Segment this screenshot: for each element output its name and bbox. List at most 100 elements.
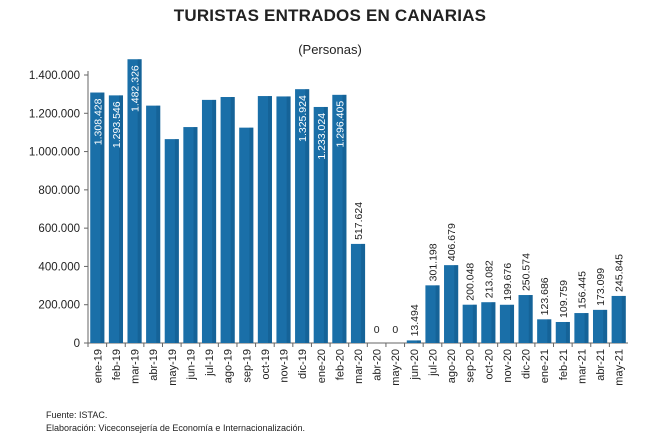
- y-tick-label: 1.400.000: [29, 70, 80, 82]
- bar-shade: [491, 302, 496, 343]
- bar-shade: [510, 304, 515, 343]
- x-tick-label: sep-20: [465, 349, 477, 383]
- bar-shade: [305, 89, 310, 343]
- x-tick-label: abr-21: [595, 349, 607, 381]
- data-label: 173.099: [595, 268, 607, 306]
- data-label: 123.686: [539, 277, 551, 315]
- x-tick-label: feb-20: [334, 349, 346, 380]
- bar: [295, 89, 310, 343]
- bar: [183, 127, 198, 343]
- bar-shade: [454, 265, 459, 343]
- data-label: 1.233.024: [316, 113, 328, 160]
- bar-shade: [249, 127, 254, 344]
- chart-title: TURISTAS ENTRADOS EN CANARIAS: [173, 6, 487, 25]
- x-tick-label: sep-19: [241, 349, 253, 383]
- data-label: 213.082: [483, 260, 495, 298]
- data-label: 156.445: [576, 271, 588, 309]
- bar-shade: [603, 309, 608, 343]
- bar: [481, 302, 496, 343]
- bar: [276, 96, 291, 343]
- y-tick-label: 800.000: [38, 185, 80, 197]
- data-label: 109.759: [558, 280, 570, 318]
- y-tick-label: 0: [74, 338, 80, 350]
- x-tick-label: dic-20: [521, 349, 533, 379]
- x-tick-label: ago-19: [223, 349, 235, 383]
- chart-subtitle: (Personas): [298, 42, 362, 57]
- bar: [146, 105, 161, 343]
- x-tick-label: feb-21: [558, 349, 570, 380]
- bar: [537, 319, 552, 343]
- bar-shade: [584, 313, 589, 343]
- bar: [444, 265, 459, 343]
- data-label: 1.293.546: [111, 101, 123, 148]
- bar: [611, 295, 626, 343]
- bar-shade: [323, 106, 328, 343]
- bar: [499, 304, 515, 343]
- x-tick-label: oct-19: [260, 349, 272, 380]
- x-tick-label: nov-19: [279, 349, 291, 383]
- y-tick-label: 600.000: [38, 223, 80, 235]
- x-tick-label: jun-20: [409, 349, 421, 381]
- bar-shade: [156, 105, 161, 343]
- bar: [592, 309, 608, 343]
- bar-shade: [212, 99, 217, 343]
- bar: [462, 304, 477, 343]
- x-tick-label: ene-20: [316, 349, 328, 383]
- x-tick-label: dic-19: [297, 349, 309, 379]
- bar: [164, 139, 179, 343]
- data-label: 250.574: [521, 253, 533, 291]
- data-label: 301.198: [427, 243, 439, 281]
- bar: [239, 127, 254, 344]
- bar-shade: [119, 95, 124, 344]
- data-label: 517.624: [353, 202, 365, 240]
- bar: [90, 92, 105, 343]
- bar: [127, 59, 142, 344]
- data-label: 406.679: [446, 223, 458, 261]
- x-tick-label: mar-20: [353, 349, 365, 384]
- bar: [332, 94, 347, 343]
- bar: [201, 99, 217, 343]
- data-label: 245.845: [614, 254, 626, 292]
- bar-shade: [565, 321, 570, 343]
- bar-shade: [137, 59, 142, 344]
- bar: [313, 106, 328, 343]
- x-tick-label: may-20: [390, 349, 402, 386]
- y-tick-label: 200.000: [38, 300, 80, 312]
- x-tick-label: ene-19: [92, 349, 104, 383]
- bar-shade: [268, 96, 272, 343]
- y-tick-label: 1.200.000: [29, 108, 80, 120]
- prepared-by-note: Elaboración: Viceconsejería de Economía …: [46, 423, 305, 433]
- bar-shade: [528, 295, 533, 343]
- data-label: 200.048: [465, 263, 477, 301]
- data-label: 13.494: [409, 304, 421, 336]
- bar: [425, 285, 440, 343]
- x-tick-label: mar-19: [130, 349, 142, 384]
- bar-shade: [230, 97, 235, 343]
- bar-shade: [286, 96, 291, 343]
- data-label: 0: [374, 324, 380, 336]
- bar: [518, 295, 533, 343]
- bar-shade: [193, 127, 198, 343]
- x-tick-label: jul-20: [427, 349, 439, 377]
- source-note: Fuente: ISTAC.: [46, 410, 108, 420]
- x-tick-label: abr-20: [372, 349, 384, 381]
- x-tick-label: jun-19: [185, 349, 197, 381]
- bar-shade: [100, 92, 105, 343]
- data-label: 1.325.924: [297, 95, 309, 142]
- bar: [257, 96, 272, 343]
- bar: [574, 313, 589, 343]
- x-tick-label: abr-19: [148, 349, 160, 381]
- bar-shade: [342, 94, 347, 343]
- bar-shade: [435, 285, 440, 343]
- bar-shade: [416, 340, 421, 343]
- bar: [350, 243, 366, 343]
- data-label: 1.482.326: [130, 65, 142, 112]
- x-tick-label: may-21: [614, 349, 626, 386]
- x-tick-label: feb-19: [111, 349, 123, 380]
- bar: [555, 321, 570, 343]
- x-tick-label: jul-19: [204, 349, 216, 377]
- x-tick-label: may-19: [167, 349, 179, 386]
- data-label: 199.676: [502, 263, 514, 301]
